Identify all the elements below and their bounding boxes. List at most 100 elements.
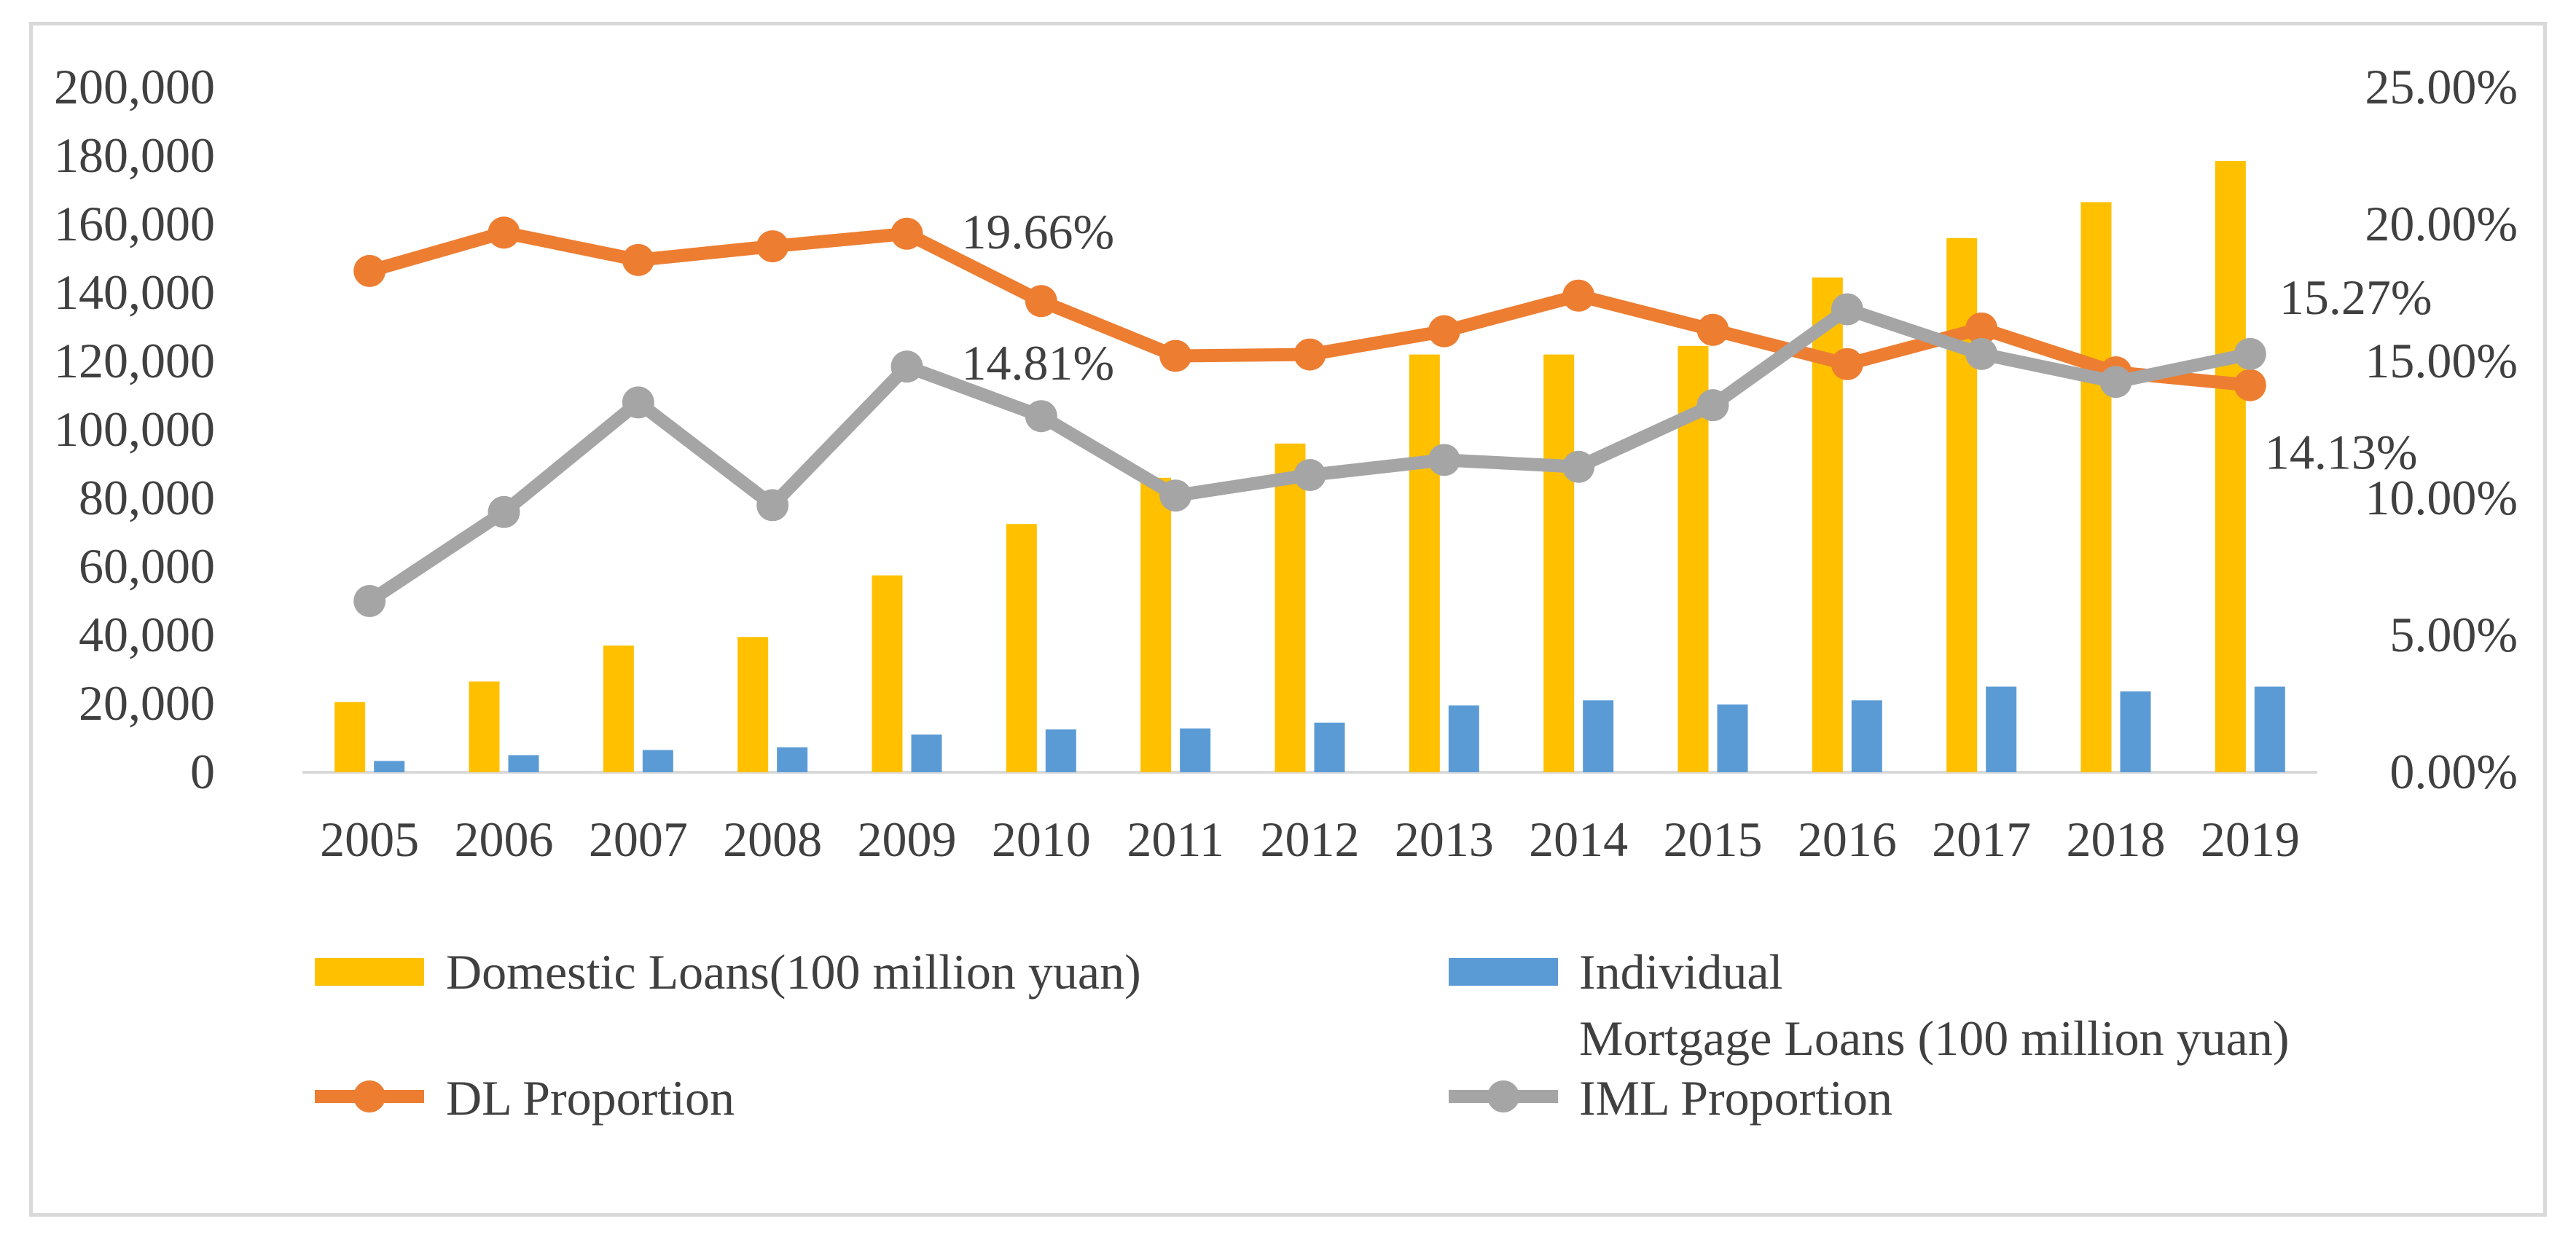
annotations: 19.66% 14.81% 15.27% 14.13%: [962, 204, 2432, 480]
domestic-loans-bar: [1409, 354, 1440, 773]
x-tick-label: 2006: [455, 812, 554, 867]
mortgage-loans-bar: [508, 755, 539, 772]
iml-proportion-marker: [756, 489, 789, 522]
mortgage-loans-bar: [1851, 700, 1882, 772]
domestic-loans-bar: [2215, 161, 2246, 773]
legend-label-mortgage-loans-line1: Individual: [1579, 944, 1783, 1000]
right-tick-label: 5.00%: [2389, 607, 2518, 662]
legend-swatch-mortgage-loans: [1449, 958, 1558, 986]
legend-swatch-iml-proportion-marker: [1487, 1080, 1519, 1112]
dl-proportion-marker: [1159, 340, 1192, 372]
legend-swatch-dl-proportion-marker: [353, 1080, 385, 1112]
iml-proportion-marker: [1696, 389, 1729, 422]
dl-proportion-marker: [1025, 285, 1057, 318]
left-tick-label: 200,000: [54, 59, 215, 114]
left-tick-label: 80,000: [79, 470, 215, 525]
dl-proportion-marker: [890, 217, 923, 250]
data-label: 19.66%: [962, 204, 1115, 259]
data-label: 15.27%: [2279, 270, 2432, 325]
x-tick-label: 2008: [723, 812, 822, 867]
x-tick-label: 2015: [1664, 812, 1763, 867]
right-tick-label: 10.00%: [2365, 470, 2518, 525]
mortgage-loans-bar: [642, 750, 673, 772]
legend-label-dl-proportion: DL Proportion: [446, 1070, 735, 1126]
data-label: 14.81%: [962, 335, 1115, 391]
domestic-loans-bar: [334, 702, 366, 772]
mortgage-loans-bar: [1583, 700, 1614, 772]
left-tick-label: 100,000: [54, 401, 215, 457]
domestic-loans-bar: [872, 575, 903, 772]
mortgage-loans-bar: [1717, 704, 1748, 772]
legend-label-iml-proportion: IML Proportion: [1579, 1070, 1892, 1126]
x-axis: 2005 2006 2007 2008 2009 2010 2011 2012 2013 2014…: [320, 812, 2300, 867]
dl-proportion-marker: [1293, 338, 1326, 371]
left-tick-label: 120,000: [54, 333, 215, 388]
left-tick-label: 180,000: [54, 127, 215, 183]
iml-proportion-marker: [1293, 459, 1326, 492]
domestic-loans-bar: [1140, 477, 1172, 772]
dl-proportion-marker: [1428, 315, 1460, 348]
right-tick-label: 25.00%: [2365, 59, 2518, 114]
left-tick-label: 0: [190, 744, 215, 799]
mortgage-loans-bar: [1045, 729, 1076, 772]
dl-proportion-marker: [353, 254, 386, 287]
mortgage-loans-bar: [1986, 686, 2017, 772]
mortgage-loans-bar: [777, 747, 808, 772]
x-tick-label: 2005: [320, 812, 419, 867]
dl-proportion-marker: [622, 243, 654, 276]
data-label: 14.13%: [2265, 425, 2418, 480]
mortgage-loans-bar: [2120, 691, 2151, 772]
left-axis: 0 20,000 40,000 60,000 80,000 100,000 120,000 1…: [54, 59, 215, 799]
iml-proportion-marker: [1159, 479, 1192, 512]
x-tick-label: 2014: [1529, 812, 1628, 867]
right-tick-label: 15.00%: [2365, 333, 2518, 388]
domestic-loans-bar: [469, 681, 500, 772]
domestic-loans-bar: [1543, 354, 1575, 773]
domestic-loans-bar: [1275, 443, 1306, 772]
mortgage-loans-bar: [1180, 728, 1211, 772]
left-tick-label: 160,000: [54, 196, 215, 251]
x-tick-label: 2013: [1395, 812, 1494, 867]
bars: [334, 161, 2285, 773]
x-tick-label: 2018: [2067, 812, 2166, 867]
x-tick-label: 2007: [589, 812, 688, 867]
x-tick-label: 2012: [1261, 812, 1360, 867]
dl-proportion-marker: [2234, 369, 2266, 401]
legend-label-mortgage-loans-line2: Mortgage Loans (100 million yuan): [1579, 1010, 2289, 1066]
domestic-loans-bar: [2080, 202, 2112, 772]
iml-proportion-marker: [2234, 337, 2266, 370]
mortgage-loans-bar: [1448, 705, 1479, 772]
x-tick-label: 2010: [992, 812, 1091, 867]
left-tick-label: 60,000: [79, 538, 215, 594]
iml-proportion-marker: [353, 585, 386, 617]
mortgage-loans-bar: [911, 734, 942, 772]
x-tick-label: 2017: [1932, 812, 2031, 867]
right-axis: 0.00% 5.00% 10.00% 15.00% 20.00% 25.00%: [2365, 59, 2518, 799]
lines: [353, 216, 2266, 617]
legend: Domestic Loans(100 million yuan) Individu…: [315, 944, 2289, 1126]
mortgage-loans-bar: [374, 761, 405, 772]
dl-proportion-marker: [1831, 348, 1863, 380]
iml-proportion-marker: [1831, 293, 1863, 326]
right-tick-label: 20.00%: [2365, 196, 2518, 251]
iml-proportion-marker: [890, 350, 923, 383]
left-tick-label: 20,000: [79, 675, 215, 731]
legend-label-domestic-loans: Domestic Loans(100 million yuan): [446, 944, 1141, 1000]
left-tick-label: 140,000: [54, 264, 215, 320]
x-tick-label: 2011: [1127, 812, 1224, 867]
domestic-loans-bar: [603, 645, 634, 772]
iml-proportion-marker: [1965, 337, 1998, 370]
dl-proportion-marker: [488, 216, 520, 249]
iml-proportion-marker: [2099, 366, 2132, 399]
iml-proportion-marker: [1562, 450, 1595, 483]
dl-proportion-marker: [1965, 312, 1998, 345]
x-tick-label: 2019: [2201, 812, 2300, 867]
domestic-loans-bar: [737, 637, 769, 772]
legend-swatch-domestic-loans: [315, 958, 424, 986]
iml-proportion-marker: [1025, 400, 1057, 433]
iml-proportion-marker: [488, 495, 520, 528]
dl-proportion-marker: [1696, 313, 1729, 346]
x-tick-label: 2016: [1798, 812, 1897, 867]
iml-proportion-marker: [1428, 444, 1460, 476]
